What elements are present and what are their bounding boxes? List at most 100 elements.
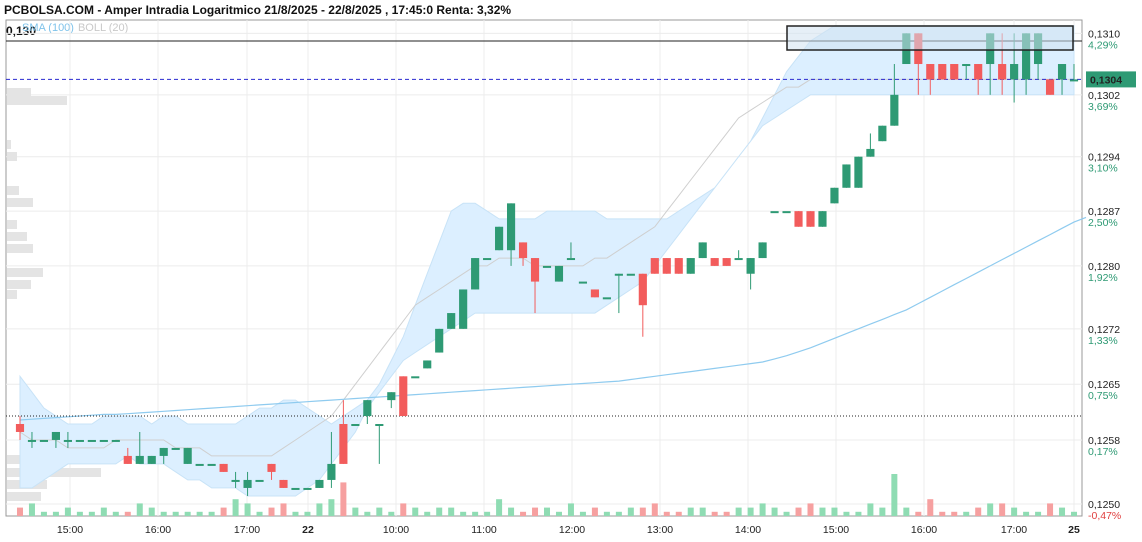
candle-body [854,156,863,188]
volume-bar [172,511,179,516]
volume-bar [831,507,838,516]
candle-body [243,479,252,488]
sma-line [19,216,1087,421]
candle-body [890,94,899,126]
volume-bar [1011,507,1018,516]
volume-bar [771,507,778,516]
candle-body [830,187,839,204]
candle-body [974,64,983,80]
volume-bar [388,511,395,516]
x-tick-label: 10:00 [383,524,409,536]
candle-body [27,439,37,442]
volume-bar [424,511,431,516]
candle-body [303,487,312,490]
volume-bar [1035,511,1042,516]
candle-body [123,455,132,464]
volume-bar [891,474,898,516]
y-tick-pct: 1,92% [1088,272,1118,284]
x-tick-label: 25 [1068,524,1080,536]
volume-profile-bar [7,220,17,229]
volume-bar [244,503,251,516]
candle-body [483,258,492,261]
volume-bar [208,511,215,516]
candle-body [842,164,851,188]
volume-bar [220,507,227,516]
volume-bar [663,511,670,516]
volume-profile-bar [7,232,27,241]
candle-body [411,376,420,379]
candle-body [471,258,480,290]
volume-bar [64,507,71,516]
candle-body [806,211,815,227]
volume-profile-bar [7,492,41,501]
candle-body [650,258,659,274]
candle-body [866,148,875,157]
candle-body [710,258,719,266]
volume-bar [747,507,754,516]
candle-body [926,64,935,80]
candle-body [435,328,444,353]
x-tick-label: 11:00 [471,524,497,536]
volume-bar [783,511,790,516]
candle-body [1069,79,1079,82]
volume-bar [352,507,359,516]
x-tick-label: 15:00 [57,524,83,536]
candle-body [459,289,468,329]
candle-body [1010,64,1019,80]
volume-bar [160,511,167,516]
volume-bar [40,511,47,516]
candle-body [327,463,336,480]
candle-body [554,265,564,282]
candle-body [698,242,707,259]
candle-body [75,439,84,442]
volume-bar [496,499,503,516]
candle-body [387,392,396,401]
volume-bar [448,507,455,516]
current-price-label: 0,130 [6,24,37,38]
candle-body [674,258,683,274]
volume-profile-bar [7,96,67,105]
volume-bar [903,507,910,516]
volume-bar [603,511,610,516]
volume-bar [579,511,586,516]
volume-bar [100,507,107,516]
volume-bar [1059,507,1066,516]
y-tick-pct: -0,47% [1088,510,1121,522]
y-tick-label: 0,1280 [1088,261,1120,273]
volume-bar [843,511,850,516]
candle-body [722,258,731,266]
volume-bar [819,507,826,516]
volume-bar [687,507,694,516]
y-tick-label: 0,1310 [1088,28,1120,40]
volume-bar [364,511,371,516]
volume-profile-bar [7,280,31,289]
candle-body [231,479,240,482]
volume-bar [268,507,275,516]
candle-body [782,211,791,214]
candle-body [183,447,192,464]
legend-boll: BOLL (20) [77,22,129,34]
y-tick-label: 0,1294 [1088,152,1120,164]
candle-body [1022,33,1031,80]
volume-bar [52,511,59,516]
candle-body [87,439,96,442]
x-tick-label: 17:00 [1001,524,1027,536]
volume-bar [675,511,682,516]
volume-profile-bar [7,290,17,299]
candle-body [363,400,372,417]
candle-body [51,431,60,440]
candle-body [339,424,348,464]
volume-bar [376,507,383,516]
volume-bar [1071,511,1078,516]
volume-bar [855,511,862,516]
candle-body [818,211,827,227]
volume-bar [735,507,742,516]
y-tick-pct: 3,69% [1088,101,1118,113]
y-tick-pct: 3,10% [1088,163,1118,175]
candle-body [998,64,1007,80]
candle-body [530,258,540,282]
volume-bar [508,507,515,516]
y-tick-pct: 1,33% [1088,335,1118,347]
volume-profile-bar [7,244,33,253]
volume-bar [927,499,934,516]
